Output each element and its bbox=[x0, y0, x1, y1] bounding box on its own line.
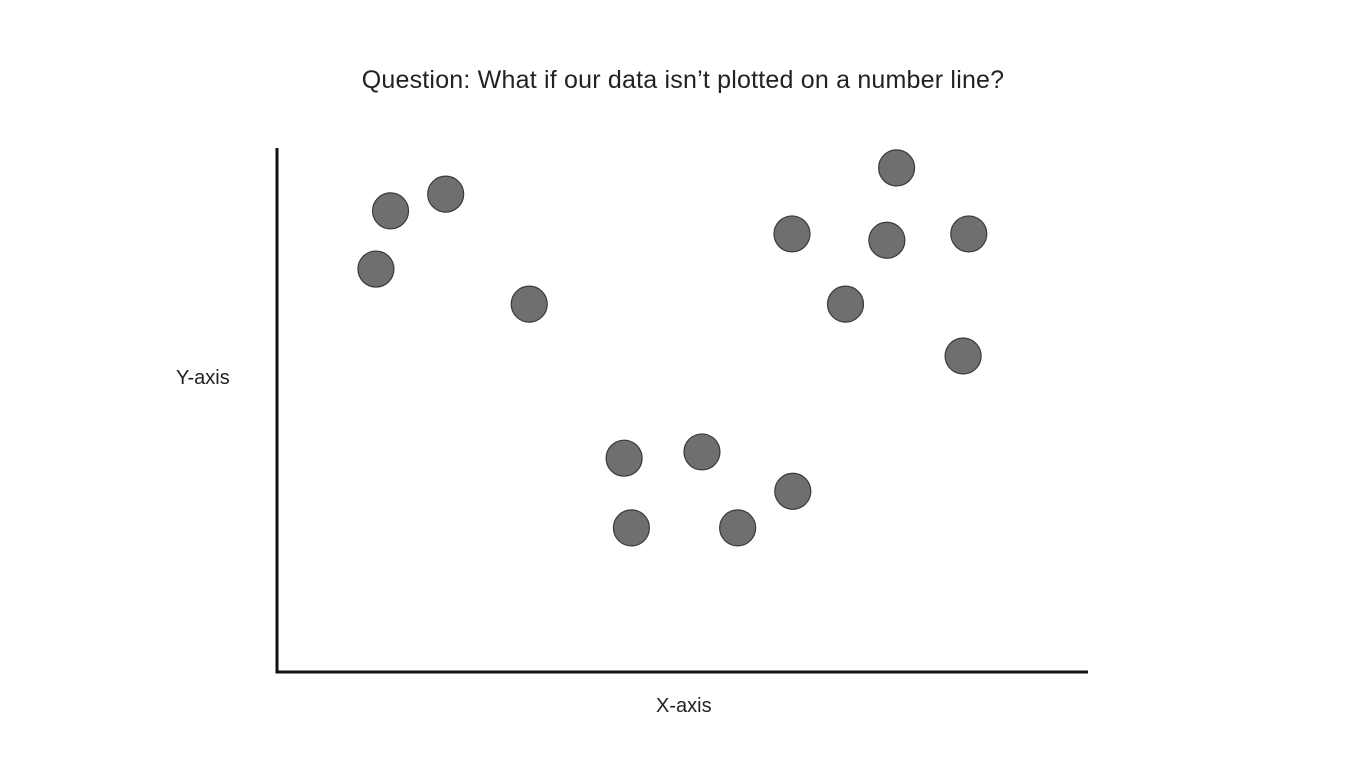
data-point-3 bbox=[427, 175, 465, 213]
data-point-7 bbox=[683, 433, 721, 471]
data-point-9 bbox=[774, 472, 812, 510]
data-point-2 bbox=[371, 192, 410, 230]
data-point-4 bbox=[510, 285, 548, 323]
data-point-15 bbox=[950, 215, 988, 253]
data-point-11 bbox=[826, 285, 865, 323]
data-point-8 bbox=[719, 509, 757, 547]
data-point-5 bbox=[605, 439, 643, 477]
data-point-12 bbox=[868, 221, 906, 259]
x-axis-label: X-axis bbox=[656, 695, 712, 717]
data-point-13 bbox=[878, 149, 916, 187]
chart-title: Question: What if our data isn’t plotted… bbox=[361, 66, 1005, 94]
data-point-10 bbox=[773, 215, 811, 253]
points-layer bbox=[357, 149, 988, 547]
data-point-14 bbox=[944, 337, 982, 375]
y-axis-label: Y-axis bbox=[176, 367, 230, 389]
data-point-1 bbox=[357, 250, 395, 288]
data-point-6 bbox=[612, 509, 651, 547]
